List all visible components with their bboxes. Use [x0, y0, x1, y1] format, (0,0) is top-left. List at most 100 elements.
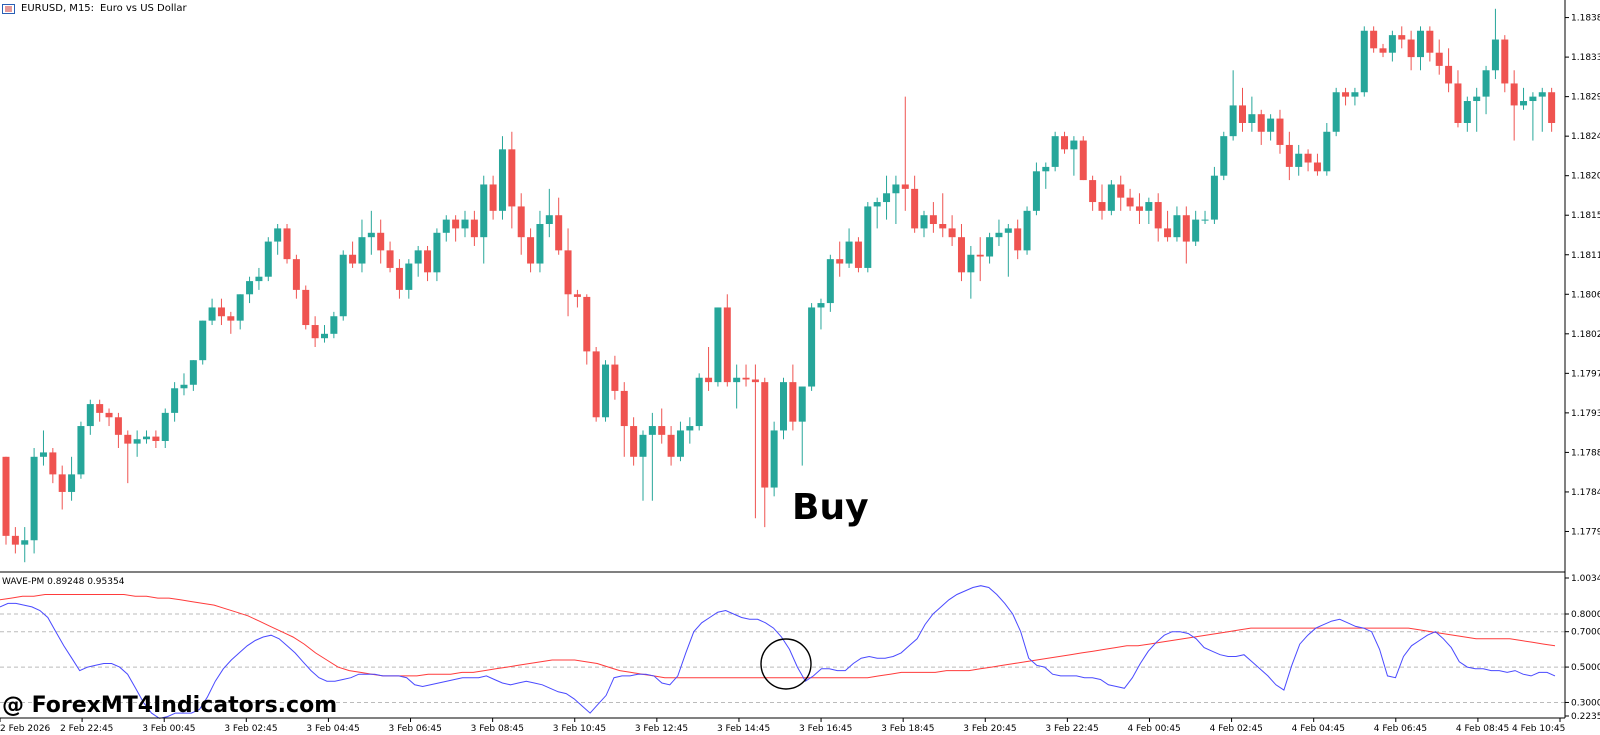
- candle-body: [817, 303, 825, 308]
- candle-body: [676, 430, 684, 457]
- candle-body: [1210, 175, 1218, 220]
- candle-body: [1538, 92, 1546, 97]
- candle-body: [77, 426, 85, 475]
- candle-body: [470, 219, 478, 238]
- candle-body: [986, 237, 994, 257]
- price-label: 1.18065: [1571, 290, 1600, 300]
- price-label: 1.18290: [1571, 93, 1600, 103]
- indicator-value-label: 1.00343: [1571, 574, 1600, 584]
- candle-body: [1379, 48, 1387, 53]
- candle-body: [592, 351, 600, 418]
- candle-body: [1070, 140, 1078, 150]
- candle-body: [1304, 153, 1312, 163]
- candle-body: [611, 364, 619, 391]
- candle-body: [751, 379, 759, 383]
- indicator-value-label: 0.22350: [1571, 712, 1600, 722]
- candle-body: [433, 232, 441, 273]
- indicator-levels: [0, 613, 1565, 703]
- candle-body: [545, 215, 553, 225]
- candle-body: [1398, 35, 1406, 40]
- candle-body: [1313, 162, 1321, 172]
- symbol-description: Euro vs US Dollar: [100, 3, 187, 14]
- candle-body: [1201, 219, 1209, 221]
- time-label: 4 Feb 08:45: [1456, 724, 1509, 734]
- time-label: 3 Feb 10:45: [553, 724, 606, 734]
- candle-body: [517, 206, 525, 238]
- candle-body: [1501, 39, 1509, 84]
- time-label: 3 Feb 06:45: [389, 724, 442, 734]
- candle-body: [68, 474, 76, 492]
- time-label: 3 Feb 22:45: [1045, 724, 1098, 734]
- time-label: 3 Feb 14:45: [717, 724, 770, 734]
- candle-body: [302, 289, 310, 326]
- candle-body: [1285, 144, 1293, 167]
- candle-body: [1145, 202, 1153, 211]
- candle-body: [939, 224, 947, 229]
- candle-body: [573, 294, 581, 297]
- candle-body: [274, 228, 282, 242]
- candle-body: [733, 377, 741, 383]
- candle-body: [2, 456, 10, 536]
- candle-body: [695, 377, 703, 427]
- candle-body: [555, 215, 563, 251]
- candle-body: [424, 250, 432, 273]
- candle-body: [311, 325, 319, 339]
- indicator-label: WAVE-PM 0.89248 0.95354: [2, 577, 125, 587]
- candle-body: [1192, 219, 1200, 242]
- candle-body: [1323, 131, 1331, 172]
- candle-body: [1435, 52, 1443, 66]
- candle-body: [508, 149, 516, 207]
- candle-body: [189, 360, 197, 385]
- time-label: 4 Feb 04:45: [1292, 724, 1345, 734]
- candle-body: [143, 436, 151, 440]
- candle-body: [1126, 197, 1134, 207]
- candle-body: [1051, 136, 1059, 167]
- candle-body: [255, 276, 263, 282]
- candle-body: [442, 219, 450, 233]
- candle-body: [1032, 171, 1040, 211]
- candle-body: [283, 228, 291, 260]
- candle-body: [1135, 206, 1143, 211]
- candle-body: [639, 434, 647, 457]
- candle-body: [808, 307, 816, 387]
- candle-body: [1407, 39, 1415, 58]
- chart-menu-icon[interactable]: [2, 3, 15, 14]
- price-label: 1.18380: [1571, 14, 1600, 24]
- candle-body: [367, 232, 375, 238]
- buy-label: Buy: [792, 487, 869, 528]
- candle-body: [180, 384, 188, 389]
- candle-body: [780, 382, 787, 431]
- candle-body: [161, 412, 169, 441]
- candle-body: [1098, 202, 1106, 211]
- candle-body: [1463, 101, 1471, 123]
- candle-body: [199, 320, 207, 361]
- candle-body: [1276, 118, 1284, 145]
- candle-body: [349, 254, 357, 264]
- candle-body: [798, 386, 806, 422]
- candle-body: [96, 404, 104, 413]
- candle-body: [1295, 153, 1303, 167]
- candle-body: [602, 364, 610, 418]
- candle-body: [246, 281, 254, 295]
- candle-body: [1473, 96, 1481, 102]
- chart-header: EURUSD, M15: Euro vs US Dollar: [2, 3, 187, 14]
- candle-body: [976, 254, 984, 257]
- candle-body: [536, 224, 544, 264]
- candle-body: [133, 439, 141, 444]
- candle-body: [21, 540, 29, 545]
- price-label: 1.18155: [1571, 211, 1600, 221]
- candle-body: [1089, 180, 1097, 203]
- candle-body: [826, 259, 834, 304]
- candle-body: [883, 193, 891, 203]
- candle-body: [461, 219, 469, 229]
- candle-body: [1520, 101, 1528, 106]
- candle-body: [152, 436, 160, 441]
- candle-body: [620, 390, 628, 427]
- candle-body: [1239, 105, 1247, 123]
- candle-body: [1004, 228, 1012, 233]
- candle-body: [789, 382, 797, 422]
